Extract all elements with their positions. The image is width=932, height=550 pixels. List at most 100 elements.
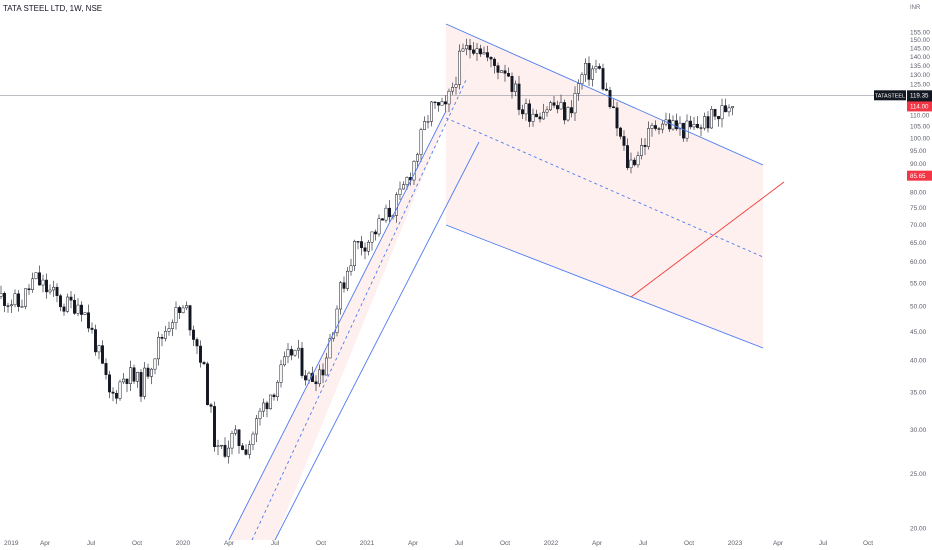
candle-up — [475, 48, 479, 54]
candle-up — [591, 68, 594, 80]
candle-down — [608, 90, 612, 108]
y-tick-label: 25.00 — [910, 471, 927, 478]
candle-up — [167, 328, 171, 332]
candle-down — [374, 231, 377, 235]
candle-up — [251, 433, 255, 445]
candle-down — [668, 119, 671, 130]
y-tick-label: 45.00 — [910, 329, 927, 336]
candle-up — [416, 154, 419, 162]
candle-up — [76, 304, 80, 314]
candle-down — [244, 449, 248, 455]
candle-up — [34, 272, 38, 280]
candle-up — [419, 129, 423, 155]
candle-up — [220, 444, 223, 447]
candle-down — [300, 347, 304, 376]
candle-down — [223, 444, 227, 457]
candle-up — [451, 87, 454, 92]
candle-down — [139, 372, 143, 397]
candle-down — [381, 218, 384, 221]
candle-down — [493, 58, 496, 66]
candle-down — [6, 305, 10, 307]
y-tick-label: 90.00 — [910, 161, 927, 168]
candle-down — [69, 296, 73, 301]
candle-up — [678, 122, 682, 130]
y-tick-label: 145.00 — [910, 45, 930, 52]
candle-up — [661, 123, 664, 130]
candle-down — [675, 120, 678, 130]
y-tick-label: 75.00 — [910, 205, 927, 212]
candle-down — [192, 329, 195, 340]
candle-up — [97, 345, 101, 353]
y-tick-label: 35.00 — [910, 390, 927, 397]
y-tick-label: 125.00 — [910, 81, 930, 88]
candle-up — [216, 445, 220, 448]
x-tick-label: 2019 — [4, 540, 19, 547]
candle-down — [342, 282, 346, 289]
candle-up — [181, 307, 185, 313]
candle-down — [3, 293, 6, 306]
y-tick-label: 80.00 — [910, 190, 927, 197]
candle-up — [566, 107, 570, 121]
currency-label: INR — [910, 5, 921, 11]
candle-down — [304, 375, 307, 381]
candle-down — [202, 362, 206, 365]
y-tick-label: 60.00 — [910, 259, 927, 266]
candle-up — [0, 293, 3, 297]
candle-down — [615, 107, 619, 129]
candle-down — [314, 381, 318, 385]
candle-up — [31, 278, 34, 290]
candle-up — [349, 265, 353, 272]
candle-up — [10, 304, 13, 307]
candle-down — [699, 127, 703, 129]
candle-up — [248, 444, 251, 455]
candle-up — [636, 155, 640, 166]
x-tick-label: Jul — [639, 540, 648, 547]
candle-down — [433, 101, 437, 104]
candle-up — [640, 145, 643, 156]
y-tick-label: 110.00 — [910, 112, 930, 119]
candle-up — [185, 305, 188, 309]
x-tick-label: Apr — [592, 540, 603, 547]
candle-down — [468, 45, 472, 51]
ascending-lower-line — [274, 141, 480, 541]
candle-down — [657, 128, 661, 130]
x-tick-label: Oct — [684, 540, 694, 547]
candle-up — [377, 218, 381, 235]
candle-down — [213, 406, 216, 448]
y-tick-label: 65.00 — [910, 240, 927, 247]
candle-down — [59, 295, 62, 308]
ascending-median-line — [251, 79, 467, 541]
candle-up — [143, 367, 146, 397]
candle-up — [727, 107, 731, 113]
candle-up — [458, 50, 461, 85]
candle-down — [521, 109, 524, 115]
candle-down — [612, 106, 615, 109]
candle-up — [524, 103, 528, 115]
candle-up — [650, 125, 654, 129]
candle-down — [689, 120, 692, 128]
candle-up — [353, 241, 356, 267]
candle-down — [111, 391, 115, 394]
candle-down — [17, 293, 20, 307]
candle-down — [209, 404, 213, 407]
candle-up — [262, 402, 265, 412]
candle-up — [710, 108, 713, 129]
candle-up — [20, 306, 24, 308]
candle-up — [542, 111, 545, 120]
descending-channel-fill — [446, 24, 763, 348]
x-tick-label: 2022 — [544, 540, 559, 547]
candle-down — [237, 429, 241, 446]
y-tick-label: 150.00 — [910, 37, 930, 44]
candle-up — [629, 159, 633, 169]
candle-up — [234, 429, 237, 434]
x-tick-label: Jul — [455, 540, 464, 547]
candle-down — [587, 63, 591, 80]
candle-down — [188, 305, 192, 331]
candle-down — [696, 124, 699, 128]
candle-down — [101, 345, 104, 364]
candle-down — [90, 327, 94, 330]
x-tick-label: Apr — [408, 540, 419, 547]
candle-down — [265, 402, 269, 410]
